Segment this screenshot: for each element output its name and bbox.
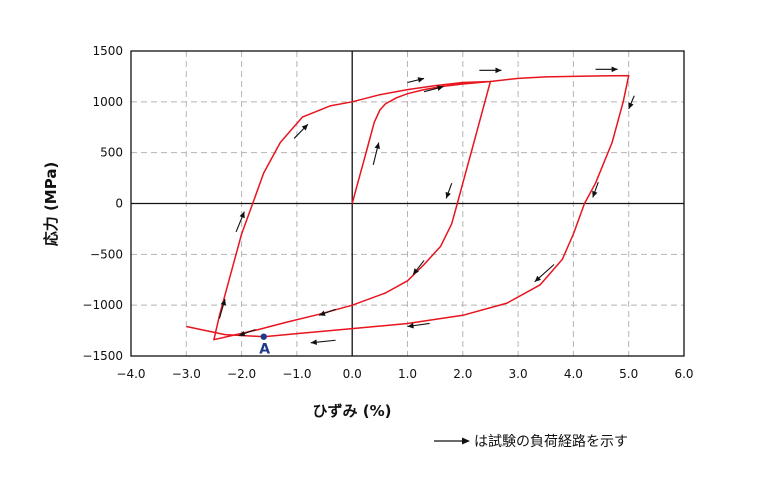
load-path-arrow (423, 85, 444, 93)
load-path-arrow (293, 123, 309, 139)
load-path-arrows (218, 66, 635, 345)
arrow-head (628, 102, 634, 109)
load-path-arrow (407, 77, 425, 84)
legend-note-text: は試験の負荷経路を示す (474, 434, 628, 450)
x-axis-title: ひずみ (%) (313, 402, 392, 420)
load-path-arrow (445, 182, 453, 199)
arrow-head (407, 322, 414, 329)
x-tick-label: 5.0 (619, 367, 638, 381)
series-curves (186, 74, 630, 341)
load-path-arrow (318, 308, 336, 316)
point-label: A (259, 342, 270, 358)
arrow-head (436, 85, 444, 91)
arrow-head (374, 142, 381, 149)
arrow-head (445, 191, 451, 199)
series-line (213, 80, 492, 341)
arrow-head (611, 66, 618, 73)
y-tick-label: −1000 (82, 298, 123, 312)
load-path-arrow (595, 66, 618, 73)
y-tick-label: 1500 (92, 44, 123, 58)
arrow-head (413, 268, 419, 275)
y-tick-label: 1000 (92, 95, 123, 109)
x-tick-label: 4.0 (564, 367, 583, 381)
y-axis-title: 応力 (MPa) (42, 162, 60, 247)
x-tick-label: −4.0 (116, 367, 145, 381)
load-path-arrow (592, 181, 599, 198)
y-tick-label: 500 (100, 146, 123, 160)
load-path-arrow (412, 260, 425, 276)
x-tick-label: −2.0 (227, 367, 256, 381)
load-path-arrow (479, 67, 502, 74)
x-tick-label: 1.0 (398, 367, 417, 381)
x-tick-label: −1.0 (282, 367, 311, 381)
arrow-head (238, 330, 246, 337)
series-line (186, 74, 630, 338)
point-marker (260, 333, 267, 340)
load-path-arrow (310, 339, 336, 345)
y-tick-label: 0 (115, 197, 123, 211)
load-path-arrow (628, 95, 635, 110)
load-path-arrow (218, 298, 227, 319)
arrow-head (417, 77, 425, 83)
load-path-arrow (238, 329, 256, 337)
arrow-head (310, 339, 317, 345)
tick-labels: −4.0 −3.0 −2.0 −1.0 0.0 1.0 2.0 3.0 4.0 5.0 6.0 −15… (82, 44, 693, 381)
load-path-arrow (235, 211, 245, 233)
arrow-head (534, 275, 542, 282)
legend-note: は試験の負荷経路を示す (434, 434, 628, 450)
arrow-head (319, 310, 326, 316)
x-tick-label: 2.0 (453, 367, 472, 381)
load-path-arrow (407, 322, 430, 329)
arrow-head (239, 211, 245, 219)
y-tick-label: −1500 (82, 349, 123, 363)
x-tick-label: 0.0 (343, 367, 362, 381)
arrow-head (301, 124, 308, 131)
x-tick-label: 3.0 (509, 367, 528, 381)
y-tick-label: −500 (90, 247, 123, 261)
load-path-arrow (372, 142, 381, 165)
arrow-head (220, 299, 227, 306)
x-tick-label: −3.0 (172, 367, 201, 381)
load-path-arrow (534, 264, 555, 283)
arrow-head (495, 67, 502, 74)
legend-arrow-head (462, 437, 470, 445)
data-points: A (259, 333, 270, 358)
arrow-head (592, 190, 598, 198)
x-tick-label: 6.0 (674, 367, 693, 381)
